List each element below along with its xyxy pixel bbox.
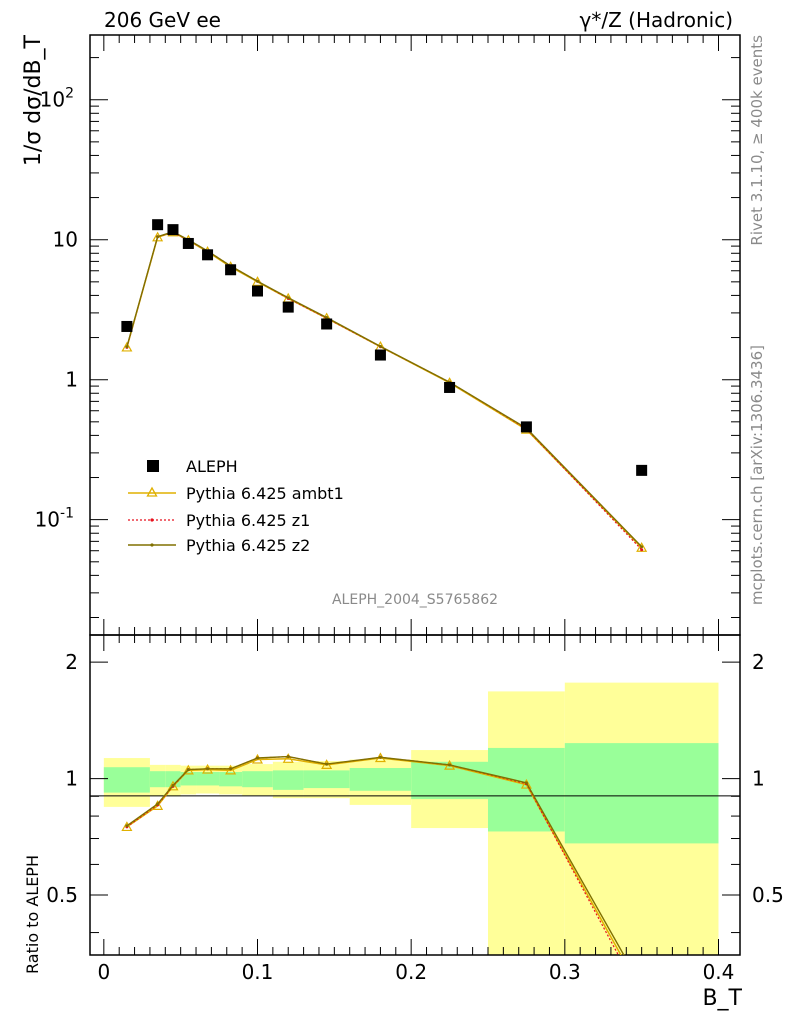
inner-band-bin (196, 771, 220, 786)
series-marker-z2 (286, 296, 290, 300)
inner-band-bin (349, 767, 412, 791)
inner-band-bin (103, 767, 150, 793)
inner-band-bin (242, 771, 273, 788)
header-left-title: 206 GeV ee (104, 8, 221, 32)
ratio-tick-label-left: 1 (65, 767, 78, 791)
ratio-marker-z2 (448, 763, 452, 767)
x-axis-title: B_T (702, 986, 742, 1011)
aleph-data-point (152, 219, 164, 231)
ratio-tick-label-right: 0.5 (752, 883, 784, 907)
ratio-marker-z2 (286, 755, 290, 759)
ratio-panel-series (121, 752, 625, 955)
inner-band-bin (411, 761, 488, 800)
aleph-data-point (121, 320, 133, 332)
x-tick-label: 0.3 (549, 960, 581, 984)
y-tick-label: 10 (53, 228, 78, 252)
x-tick-label: 0.4 (703, 960, 735, 984)
legend-marker-z1 (150, 518, 154, 522)
aleph-data-point (225, 264, 237, 276)
aleph-data-point (444, 381, 456, 393)
series-marker-ambt1 (251, 276, 264, 286)
series-marker-z1 (640, 548, 644, 552)
aleph-data-point (520, 421, 532, 433)
aleph-data-point (282, 301, 294, 313)
header-right-title: γ*/Z (Hadronic) (580, 8, 733, 32)
aleph-data-point (636, 464, 648, 476)
ratio-marker-z2 (524, 781, 528, 785)
y-axis-title: 1/σ dσ/dB_T (21, 34, 46, 166)
ratio-tick-label-right: 2 (752, 650, 765, 674)
ratio-marker-z2 (171, 783, 175, 787)
aleph-data-point (202, 249, 214, 261)
ratio-uncertainty-bands (103, 682, 719, 955)
ratio-marker-ambt1 (520, 778, 532, 789)
series-marker-ambt1 (636, 542, 648, 552)
series-marker-z2 (156, 235, 160, 239)
legend-marker-ambt1 (146, 486, 158, 497)
mcplots-label: mcplots.cern.ch [arXiv:1306.3436] (748, 345, 766, 605)
y-tick-label: 1 (65, 368, 78, 392)
ratio-marker-z2 (229, 767, 233, 771)
ratio-tick-label-right: 1 (752, 767, 765, 791)
y-tick-label: 102 (40, 86, 74, 112)
x-tick-label: 0.1 (242, 960, 274, 984)
ratio-axis-title: Ratio to ALEPH (23, 855, 42, 974)
aleph-data-point (321, 318, 333, 330)
legend: ALEPH Pythia 6.425 ambt1 Pythia 6.425 z1… (128, 457, 344, 555)
inner-band-bin (272, 770, 304, 790)
ratio-tick-label-left: 2 (65, 650, 78, 674)
ratio-marker-z2 (255, 756, 259, 760)
legend-label-aleph: ALEPH (186, 457, 238, 476)
ratio-marker-z2 (378, 755, 382, 759)
series-marker-z2 (125, 345, 129, 349)
inner-band-bin (219, 771, 243, 787)
series-marker-z2 (378, 344, 382, 348)
ratio-panel-frame (89, 634, 741, 956)
analysis-watermark: ALEPH_2004_S5765862 (332, 592, 498, 608)
axis-tick-labels: 0 0.1 0.2 0.3 0.4 10-1 1 10 102 0.5 0.5 1 1 2 2 (35, 86, 784, 984)
series-marker-ambt1 (121, 341, 133, 352)
plot-frames (89, 34, 741, 956)
ratio-marker-z2 (186, 768, 190, 772)
inner-band-bin (149, 771, 166, 788)
inner-band-bin (303, 770, 350, 789)
ratio-marker-z2 (325, 762, 329, 766)
legend-label-ambt1: Pythia 6.425 ambt1 (186, 484, 344, 503)
ratio-marker-z2 (156, 802, 160, 806)
y-tick-label: 10-1 (35, 506, 74, 532)
series-marker-z2 (640, 545, 644, 549)
legend-label-z1: Pythia 6.425 z1 (186, 511, 310, 530)
inner-band-bin (564, 743, 719, 844)
ratio-marker-z2 (206, 767, 210, 771)
ratio-marker-ambt1 (167, 780, 179, 791)
aleph-data-point (167, 224, 179, 236)
legend-marker-z2 (150, 543, 154, 547)
aleph-data-point (374, 349, 386, 361)
legend-marker-aleph (147, 460, 159, 472)
x-tick-label: 0.2 (395, 960, 427, 984)
ratio-marker-ambt1 (121, 821, 133, 832)
series-marker-z2 (325, 316, 329, 320)
inner-band-bin (487, 747, 565, 832)
ratio-marker-ambt1 (282, 753, 294, 763)
ratio-series-group (121, 752, 625, 955)
series-marker-z2 (255, 279, 259, 283)
axis-ticks (90, 35, 740, 955)
legend-label-z2: Pythia 6.425 z2 (186, 536, 310, 555)
x-tick-label: 0 (97, 960, 110, 984)
ratio-marker-ambt1 (225, 764, 237, 775)
main-panel-data-points (121, 219, 648, 476)
ratio-tick-label-left: 0.5 (46, 883, 78, 907)
rivet-version-label: Rivet 3.1.10, ≥ 400k events (748, 35, 766, 246)
series-marker-ambt1 (152, 231, 164, 242)
aleph-data-point (251, 285, 263, 297)
aleph-data-point (182, 237, 194, 249)
ratio-marker-z2 (125, 824, 129, 828)
